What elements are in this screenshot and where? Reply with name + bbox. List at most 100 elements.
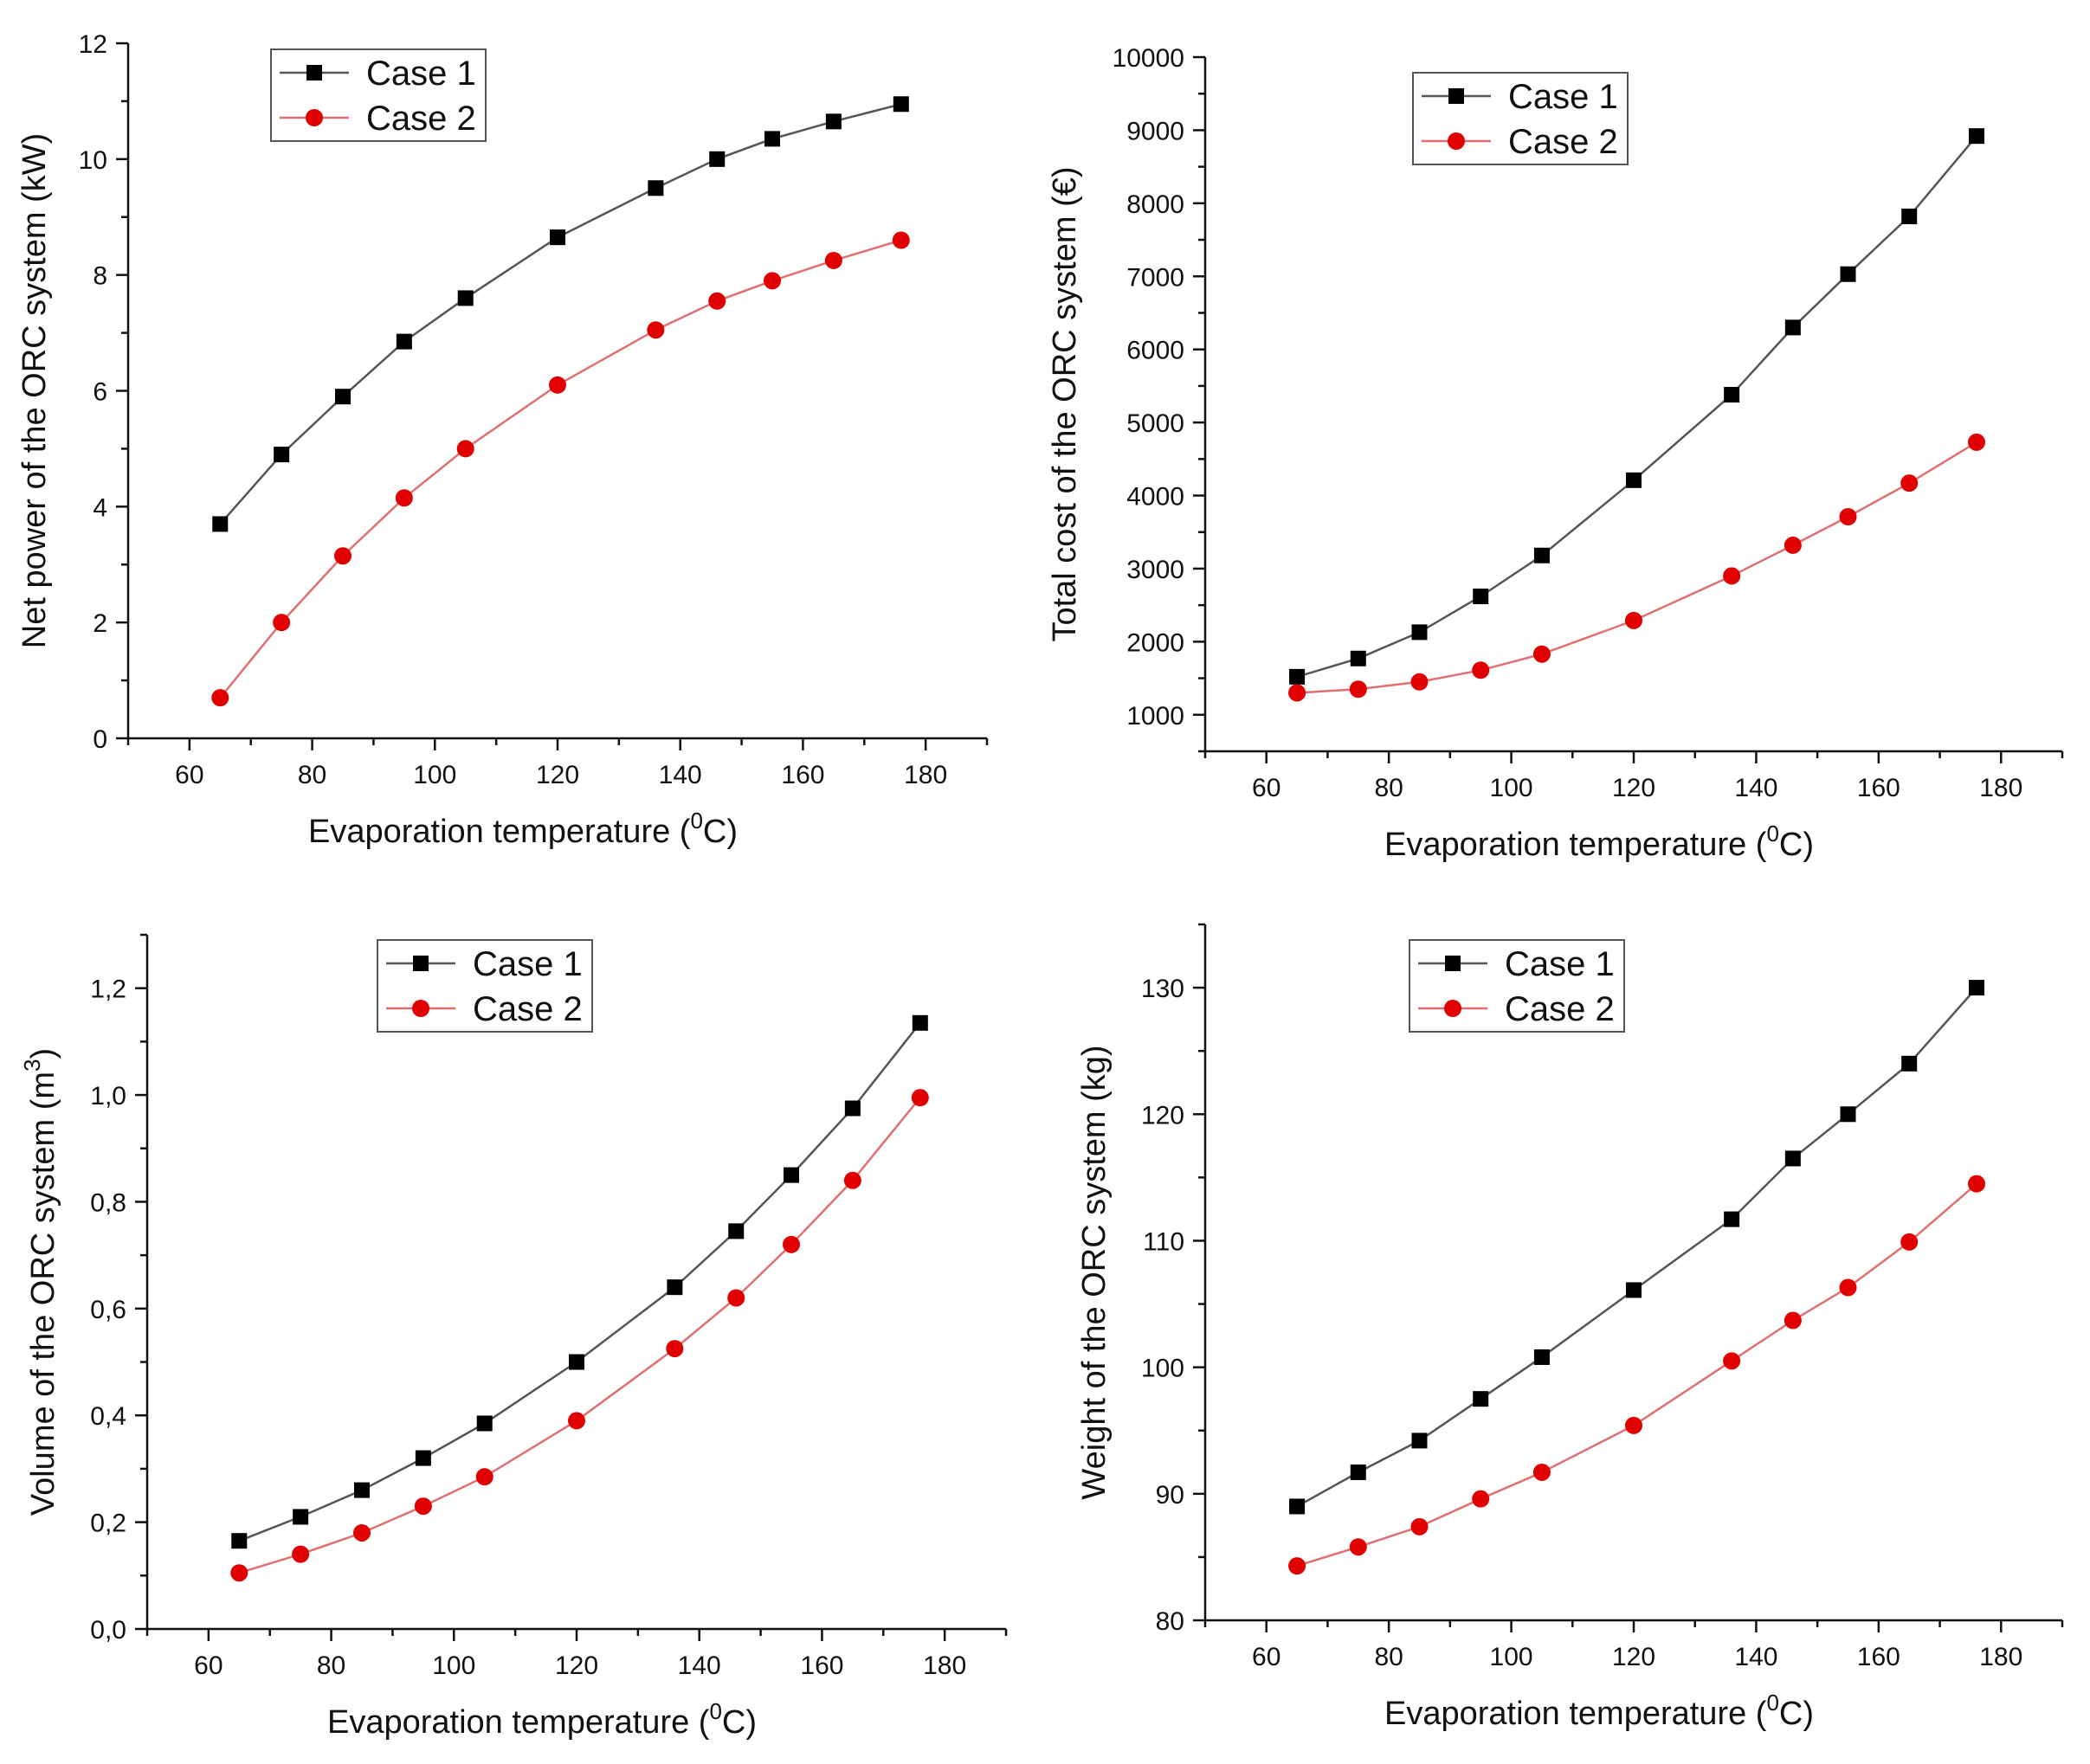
data-point-case-1 [231, 1533, 248, 1549]
data-point-case-1 [1533, 547, 1550, 563]
data-point-case-2 [783, 1235, 800, 1253]
data-point-case-2 [353, 1523, 371, 1542]
legend-marker-case-1 [1445, 956, 1461, 971]
data-point-case-1 [1969, 128, 1984, 145]
x-tick-label: 140 [659, 761, 702, 789]
legend-marker-case-1 [413, 956, 429, 971]
data-point-case-2 [1839, 508, 1857, 526]
data-point-case-1 [569, 1354, 584, 1370]
x-tick-label: 180 [904, 761, 947, 789]
x-tick-label: 60 [1252, 774, 1280, 802]
data-point-case-1 [1533, 1349, 1550, 1365]
data-point-case-2 [1288, 684, 1306, 702]
y-axis-label: Weight of the ORC system (kg) [1076, 1045, 1113, 1499]
data-point-case-2 [273, 614, 291, 632]
data-point-case-1 [476, 1415, 493, 1432]
x-tick-label: 120 [1612, 774, 1655, 802]
data-point-case-1 [764, 131, 780, 147]
x-tick-label: 120 [555, 1651, 598, 1680]
data-point-case-1 [1289, 1498, 1306, 1515]
legend-box [1409, 939, 1625, 1033]
y-tick-label: 80 [1156, 1607, 1184, 1636]
y-tick-label: 110 [1143, 1227, 1184, 1256]
x-axis-label: Evaporation temperature (0C) [1384, 821, 1814, 863]
y-tick-label: 5000 [1126, 409, 1184, 438]
data-point-case-2 [824, 251, 842, 269]
legend-marker-case-2 [1444, 1000, 1461, 1017]
data-point-case-1 [415, 1450, 431, 1466]
x-tick-label: 100 [1490, 1643, 1533, 1671]
chart-panel-3: 60 80 100 120 140 160 180 0,0 0,2 0,4 0,6 0,8 1,0 1,2… [19, 933, 1008, 1741]
y-tick-label: 130 [1141, 975, 1184, 1003]
data-point-case-1 [1411, 624, 1428, 641]
y-tick-label: 12 [79, 30, 107, 59]
y-tick-label: 90 [1156, 1481, 1184, 1510]
legend-marker-case-2 [1448, 132, 1465, 150]
data-point-case-2 [727, 1289, 745, 1307]
x-tick-label: 120 [1612, 1643, 1655, 1671]
legend-label-case-2: Case 2 [473, 990, 583, 1028]
data-point-case-1 [1784, 1150, 1801, 1167]
y-tick-label: 100 [1141, 1355, 1184, 1383]
y-axis-label: Net power of the ORC system (kW) [16, 133, 53, 648]
data-point-case-1 [212, 516, 229, 532]
legend: Case 1 Case 2 [1412, 72, 1629, 165]
data-point-case-2 [1625, 611, 1642, 629]
y-axis-label: Volume of the ORC system (m3) [19, 1048, 61, 1516]
x-tick-label: 80 [298, 761, 326, 789]
x-tick-label: 140 [678, 1651, 721, 1680]
legend-box [1412, 72, 1629, 165]
y-tick-label: 0,2 [90, 1510, 126, 1538]
data-point-case-2 [1410, 1517, 1429, 1535]
y-tick-label: 9000 [1126, 117, 1184, 145]
data-point-case-1 [844, 1100, 861, 1117]
data-point-case-2 [1784, 1311, 1802, 1329]
x-tick-label: 160 [1857, 774, 1900, 802]
data-point-case-2 [292, 1545, 310, 1563]
x-tick-label: 100 [432, 1651, 475, 1680]
y-tick-label: 0,8 [90, 1188, 126, 1217]
series-line-case-2 [238, 1097, 921, 1574]
legend-label-case-1: Case 1 [366, 55, 476, 93]
data-point-case-1 [1473, 589, 1489, 605]
data-point-case-2 [764, 272, 781, 290]
data-point-case-1 [1473, 1391, 1489, 1407]
x-tick-label: 60 [175, 761, 203, 789]
x-tick-label: 60 [1252, 1643, 1280, 1671]
x-tick-label: 140 [1734, 1643, 1777, 1671]
data-point-case-2 [843, 1171, 861, 1189]
data-point-case-2 [549, 376, 566, 394]
legend-box [377, 939, 593, 1033]
y-tick-label: 6 [93, 378, 107, 407]
data-point-case-1 [784, 1167, 799, 1183]
data-point-case-2 [1532, 1463, 1551, 1481]
data-point-case-1 [893, 96, 909, 113]
legend-label-case-2: Case 2 [366, 100, 476, 138]
y-tick-label: 1,0 [90, 1082, 126, 1111]
data-point-case-1 [1901, 209, 1918, 225]
data-point-case-1 [274, 447, 290, 463]
chart-panel-1: 60 80 100 120 140 160 180 0 2 4 6 8 10 12 Evaporation … [16, 30, 989, 850]
y-tick-label: 0 [93, 725, 107, 754]
y-tick-label: 10000 [1113, 44, 1184, 73]
data-point-case-2 [1472, 1490, 1490, 1508]
data-point-case-1 [709, 151, 726, 167]
x-axis-label: Evaporation temperature (0C) [308, 808, 738, 850]
data-point-case-1 [648, 180, 664, 196]
data-point-case-2 [647, 321, 665, 339]
data-point-case-2 [1532, 645, 1551, 663]
y-tick-label: 3000 [1126, 556, 1184, 584]
x-axis-label: Evaporation temperature (0C) [1384, 1690, 1814, 1732]
data-point-case-2 [1968, 1175, 1985, 1193]
x-tick-label: 100 [413, 761, 456, 789]
y-tick-label: 2 [93, 609, 107, 638]
x-tick-label: 60 [194, 1651, 223, 1680]
data-point-case-1 [1840, 266, 1856, 282]
data-point-case-2 [568, 1412, 585, 1430]
data-point-case-1 [1626, 472, 1642, 488]
legend-label-case-2: Case 2 [1505, 990, 1615, 1028]
data-point-case-2 [666, 1340, 684, 1358]
legend-label-case-1: Case 1 [1508, 78, 1618, 116]
data-point-case-2 [1288, 1557, 1306, 1575]
data-point-case-1 [1901, 1055, 1918, 1072]
